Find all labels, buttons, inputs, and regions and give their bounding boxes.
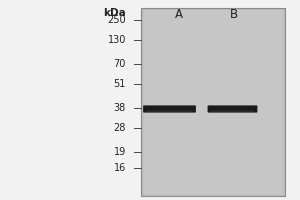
- FancyBboxPatch shape: [211, 110, 254, 112]
- Text: 51: 51: [114, 79, 126, 89]
- FancyBboxPatch shape: [143, 105, 196, 113]
- Text: 28: 28: [114, 123, 126, 133]
- Text: 70: 70: [114, 59, 126, 69]
- Text: 250: 250: [107, 15, 126, 25]
- Text: 130: 130: [108, 35, 126, 45]
- Text: 19: 19: [114, 147, 126, 157]
- Bar: [141, 8, 285, 196]
- Text: 38: 38: [114, 103, 126, 113]
- Text: 16: 16: [114, 163, 126, 173]
- FancyBboxPatch shape: [208, 105, 257, 113]
- Bar: [144, 10, 282, 194]
- Text: kDa: kDa: [103, 8, 126, 18]
- FancyBboxPatch shape: [146, 110, 193, 112]
- Text: A: A: [175, 8, 182, 21]
- Text: B: B: [230, 8, 238, 21]
